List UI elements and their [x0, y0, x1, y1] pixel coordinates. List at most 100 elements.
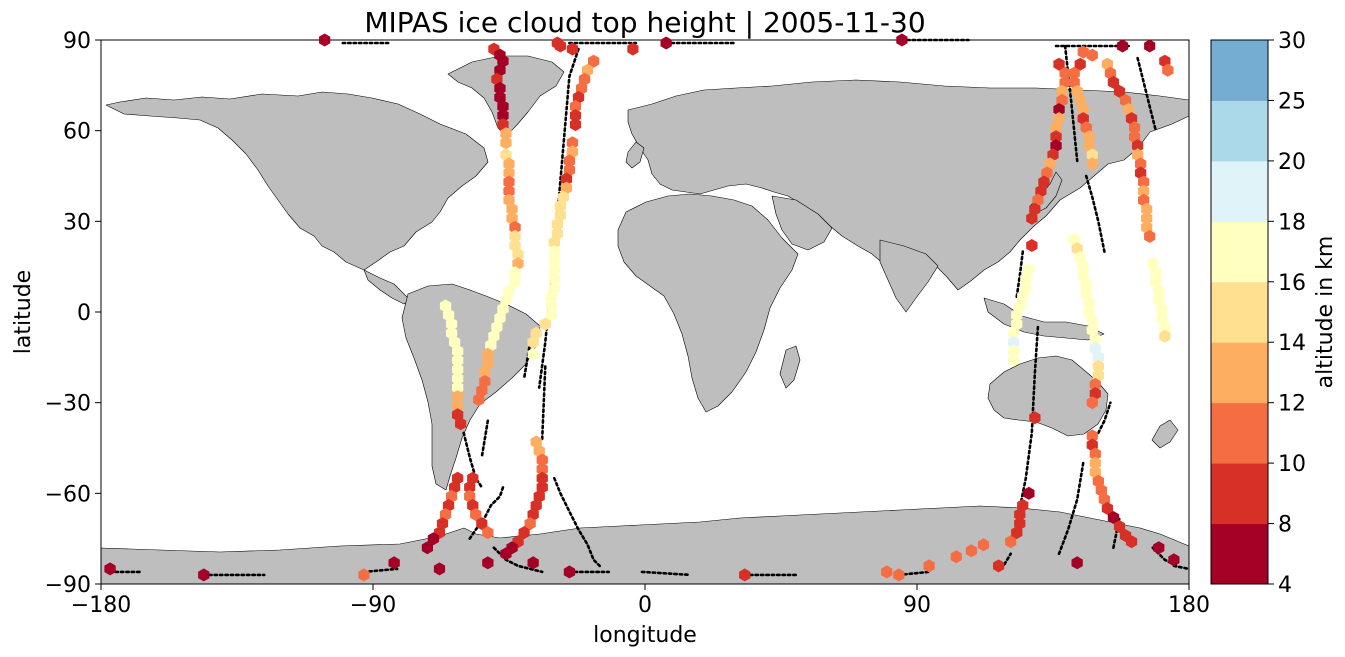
y-axis-label: latitude	[11, 270, 36, 354]
cloud-point	[1017, 498, 1029, 512]
x-tick-label: 0	[638, 593, 652, 618]
cloud-point	[566, 136, 579, 150]
cloud-point	[548, 263, 560, 277]
colorbar-segment	[1211, 402, 1268, 464]
cloud-point	[104, 562, 116, 576]
cloud-point	[1086, 157, 1098, 171]
cloud-point	[1083, 296, 1095, 310]
cloud-point	[482, 526, 494, 540]
arabia-landmass	[771, 195, 833, 251]
x-axis-label: longitude	[593, 623, 697, 648]
cloud-point	[1008, 326, 1020, 340]
colorbar-segment	[1211, 281, 1268, 343]
cloud-point	[1056, 84, 1068, 98]
orbit-track	[1018, 325, 1040, 510]
cloud-point	[536, 471, 548, 485]
cloud-point	[455, 417, 467, 431]
cloud-point	[563, 565, 576, 579]
colorbar-tick-label: 20	[1278, 150, 1306, 175]
cloud-point	[482, 347, 494, 361]
cloud-point	[464, 480, 476, 494]
orbit-track	[468, 485, 505, 541]
cloud-point	[1086, 314, 1098, 328]
cloud-point	[452, 399, 464, 413]
cloud-point	[1074, 57, 1086, 71]
cloud-point	[627, 42, 639, 56]
cloud-point	[551, 217, 563, 231]
x-tick-label: −90	[350, 593, 396, 618]
cloud-point	[452, 362, 464, 376]
cloud-point	[548, 272, 560, 286]
cloud-point	[536, 462, 548, 476]
cloud-point	[1008, 353, 1020, 367]
x-tick-label: −180	[71, 593, 131, 618]
australia-landmass	[987, 355, 1109, 437]
cloud-point	[923, 559, 935, 573]
cloud-point	[1129, 121, 1141, 135]
cloud-point	[1144, 39, 1156, 53]
cloud-point	[482, 556, 494, 570]
orbit-track	[1097, 401, 1112, 435]
orbit-track	[1136, 56, 1158, 132]
europe-asia-landmass	[627, 79, 1190, 291]
cloud-point	[421, 541, 433, 555]
cloud-point	[479, 365, 491, 379]
cloud-point	[433, 562, 446, 576]
cloud-point	[1050, 121, 1062, 135]
cloud-point	[445, 317, 458, 331]
cloud-point	[1029, 411, 1041, 425]
cloud-point	[500, 136, 512, 150]
cloud-point	[509, 220, 521, 234]
cloud-point	[560, 172, 573, 186]
cloud-point	[1086, 429, 1098, 443]
cloud-point	[1153, 284, 1165, 298]
cloud-point	[497, 109, 509, 123]
cloud-point	[1008, 344, 1020, 358]
cloud-point	[1020, 272, 1032, 286]
orbit-track	[1015, 250, 1025, 299]
orbit-track	[480, 419, 490, 459]
cloud-point	[545, 308, 557, 322]
y-tick-label: −90	[45, 573, 91, 598]
cloud-point	[566, 42, 579, 56]
cloud-point	[1071, 556, 1083, 570]
cloud-point	[548, 254, 560, 268]
colorbar-tick-label: 10	[1278, 452, 1306, 477]
cloud-point	[536, 453, 548, 467]
cloud-point	[319, 33, 331, 47]
south-america-landmass	[401, 283, 541, 491]
cloud-point	[896, 33, 908, 47]
colorbar-segment	[1211, 221, 1268, 283]
y-tick-label: −60	[45, 482, 91, 507]
new-zealand-landmass	[1151, 419, 1179, 449]
uk-landmass	[625, 141, 645, 169]
colorbar: 4 8 10 12 14 16 18 20 25 30	[1210, 29, 1306, 598]
cloud-point	[1125, 535, 1138, 549]
cloud-point	[497, 100, 509, 113]
y-tick-label: 90	[63, 29, 91, 54]
cloud-point	[551, 36, 563, 50]
cloud-point	[473, 393, 485, 407]
x-tick-label: 90	[903, 593, 931, 618]
cloud-point	[1014, 517, 1026, 531]
cloud-point	[1089, 332, 1101, 346]
cloud-point	[1086, 48, 1098, 62]
cloud-point	[1080, 278, 1092, 292]
colorbar-segment	[1211, 40, 1268, 101]
y-tick-label: 60	[63, 120, 91, 145]
cloud-point	[527, 347, 539, 361]
cloud-point	[500, 547, 512, 561]
cloud-point	[452, 372, 464, 385]
cloud-point	[1089, 447, 1101, 461]
cloud-point	[539, 317, 551, 331]
colorbar-segment	[1211, 100, 1268, 162]
cloud-point	[1113, 520, 1126, 534]
cloud-point	[1092, 359, 1104, 373]
cloud-point	[965, 544, 977, 558]
cloud-point	[1162, 63, 1174, 77]
colorbar-tick-label: 12	[1278, 392, 1306, 417]
cloud-point	[1077, 45, 1089, 59]
orbit-track	[522, 340, 532, 380]
orbit-track	[1084, 174, 1106, 253]
cloud-point	[1077, 103, 1089, 116]
